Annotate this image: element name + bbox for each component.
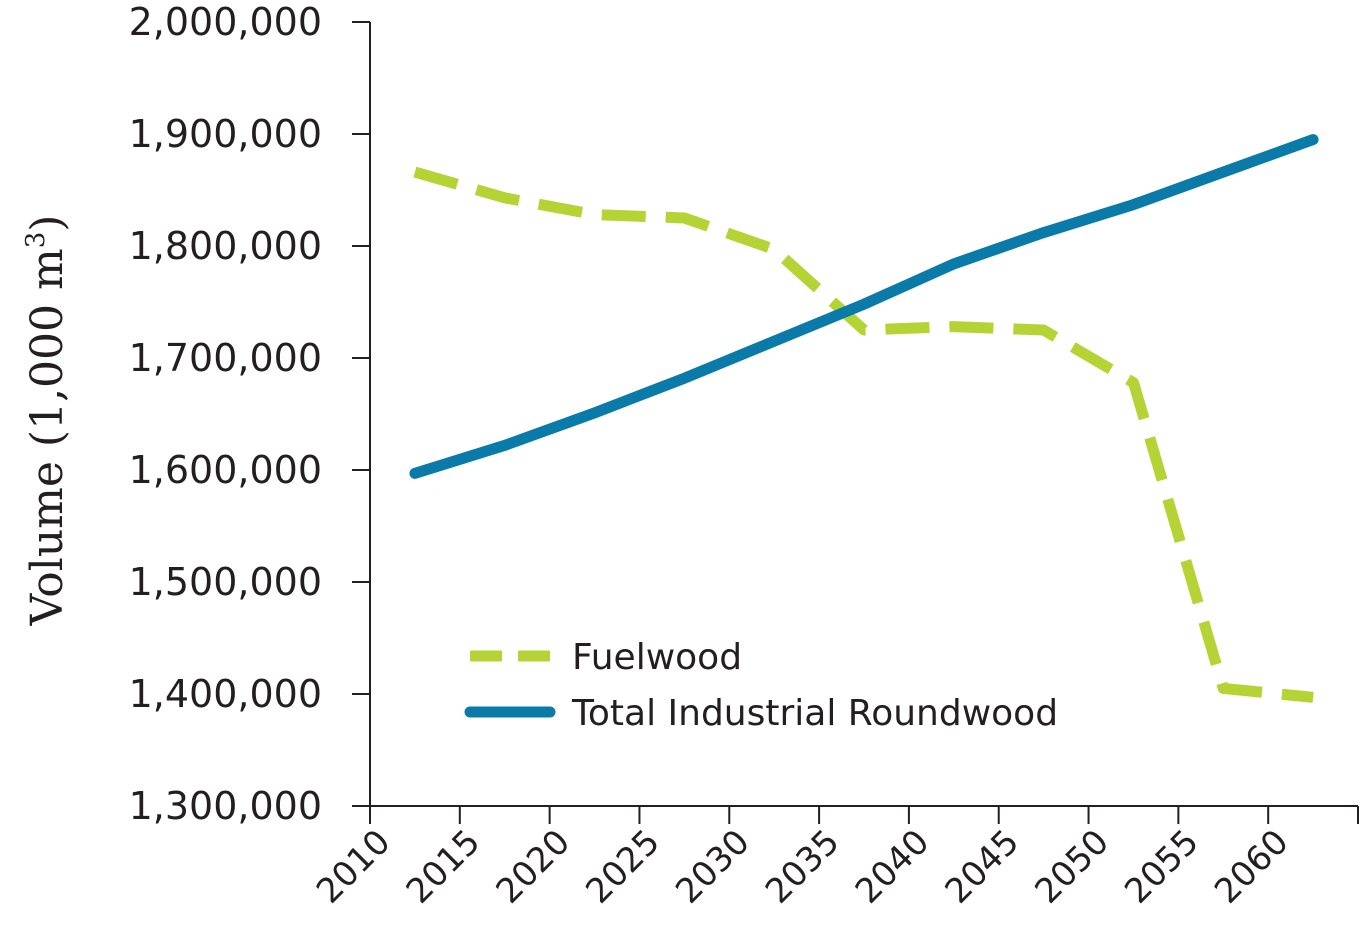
x-tick-label: 2020: [489, 822, 578, 911]
y-tick-label: 1,500,000: [129, 560, 322, 604]
x-tick-label: 2030: [668, 822, 757, 911]
y-tick-label: 1,800,000: [129, 224, 322, 268]
x-tick-label: 2045: [938, 822, 1027, 911]
y-tick-label: 1,900,000: [129, 112, 322, 156]
series-layer: [409, 134, 1319, 703]
series-line-total-industrial-roundwood: [409, 134, 1319, 479]
x-axis: 2010 2015 2020 2025 2030 2035 2040 2045 2050 2055…: [309, 805, 1359, 912]
y-tick-label: 1,700,000: [129, 336, 322, 380]
x-tick-label: 2025: [578, 822, 667, 911]
x-tick-label: 2040: [848, 822, 937, 911]
series-line-fuelwood: [413, 166, 1314, 703]
y-axis: 1,300,000 1,400,000 1,500,000 1,600,000 1,70…: [129, 0, 371, 828]
y-tick-label: 1,600,000: [129, 448, 322, 492]
y-axis-title: Volume (1,000 m3): [21, 215, 73, 627]
x-tick-label: 2050: [1027, 822, 1116, 911]
x-tick-label: 2055: [1117, 822, 1206, 911]
y-tick-label: 1,300,000: [129, 784, 322, 828]
legend: Fuelwood Total Industrial Roundwood: [464, 637, 1058, 734]
legend-label: Total Industrial Roundwood: [571, 693, 1058, 734]
x-tick-label: 2010: [309, 822, 398, 911]
x-tick-label: 2035: [758, 822, 847, 911]
x-tick-label: 2015: [399, 822, 488, 911]
y-tick-label: 1,400,000: [129, 672, 322, 716]
y-tick-label: 2,000,000: [129, 0, 322, 44]
x-tick-label: 2060: [1207, 822, 1296, 911]
legend-label: Fuelwood: [572, 637, 742, 678]
